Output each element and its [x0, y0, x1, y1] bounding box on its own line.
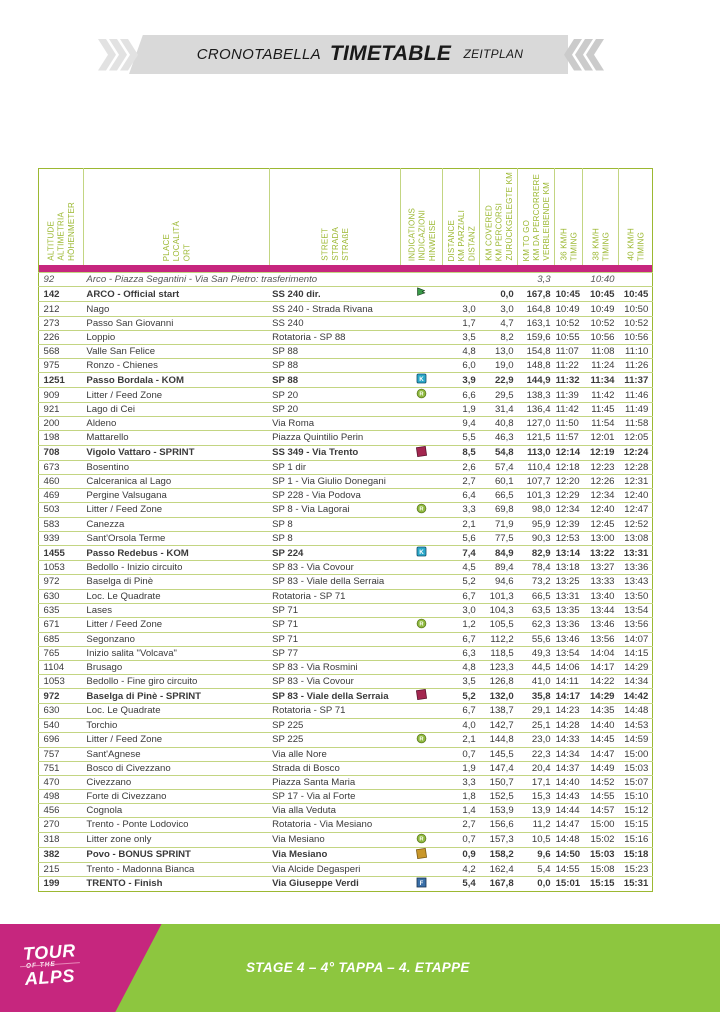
svg-text:K: K — [420, 549, 425, 556]
svg-text:K: K — [420, 376, 425, 383]
svg-text:F: F — [420, 881, 424, 887]
